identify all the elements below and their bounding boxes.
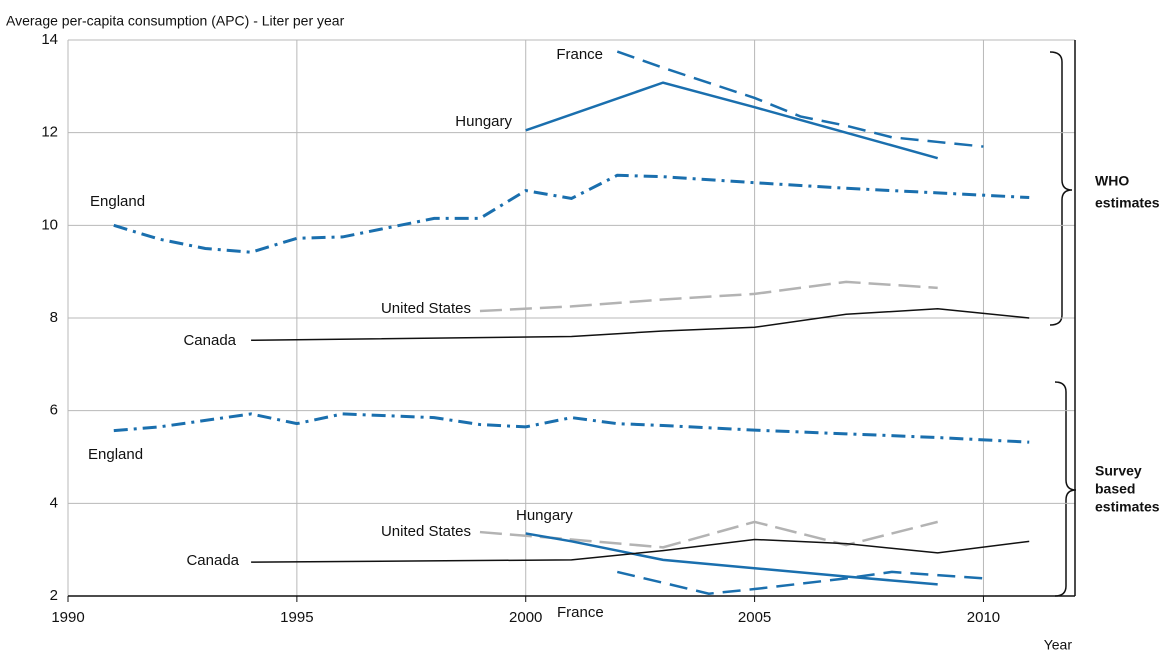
series-label: Canada — [183, 332, 236, 349]
x-axis-title: Year — [1044, 637, 1073, 653]
series-label: England — [90, 193, 145, 210]
series-line — [525, 81, 939, 160]
y-tick-label: 2 — [50, 587, 58, 604]
series-line — [479, 280, 938, 313]
bracket — [1049, 51, 1073, 326]
series-label: United States — [381, 300, 471, 317]
y-tick-label: 12 — [41, 124, 58, 141]
x-tick-label: 1995 — [280, 609, 313, 626]
series-line — [251, 307, 1030, 341]
group-label: Survey — [1095, 463, 1142, 479]
series-label: Hungary — [455, 113, 512, 130]
group-label: based — [1095, 481, 1135, 497]
series-label: Canada — [186, 552, 239, 569]
series-label: Hungary — [516, 507, 573, 524]
series-line — [525, 532, 938, 586]
series-line — [479, 520, 938, 549]
series-line — [113, 412, 1030, 444]
group-label: estimates — [1095, 499, 1160, 515]
series-label: France — [556, 46, 603, 63]
x-tick-label: 1990 — [51, 609, 84, 626]
series-label: France — [557, 604, 604, 621]
series-line — [251, 538, 1030, 563]
y-tick-label: 8 — [50, 309, 58, 326]
x-tick-label: 2000 — [509, 609, 542, 626]
series-label: England — [88, 446, 143, 463]
y-tick-label: 6 — [50, 402, 58, 419]
x-tick-label: 2010 — [967, 609, 1000, 626]
y-axis-title: Average per-capita consumption (APC) - L… — [6, 13, 345, 29]
bracket — [1054, 381, 1077, 597]
series-line — [113, 173, 1030, 254]
series-line — [616, 50, 984, 148]
group-label: WHO — [1095, 173, 1129, 189]
x-tick-label: 2005 — [738, 609, 771, 626]
y-tick-label: 10 — [41, 216, 58, 233]
y-tick-label: 4 — [50, 494, 58, 511]
y-tick-label: 14 — [41, 31, 58, 48]
group-label: estimates — [1095, 195, 1160, 211]
series-label: United States — [381, 523, 471, 540]
